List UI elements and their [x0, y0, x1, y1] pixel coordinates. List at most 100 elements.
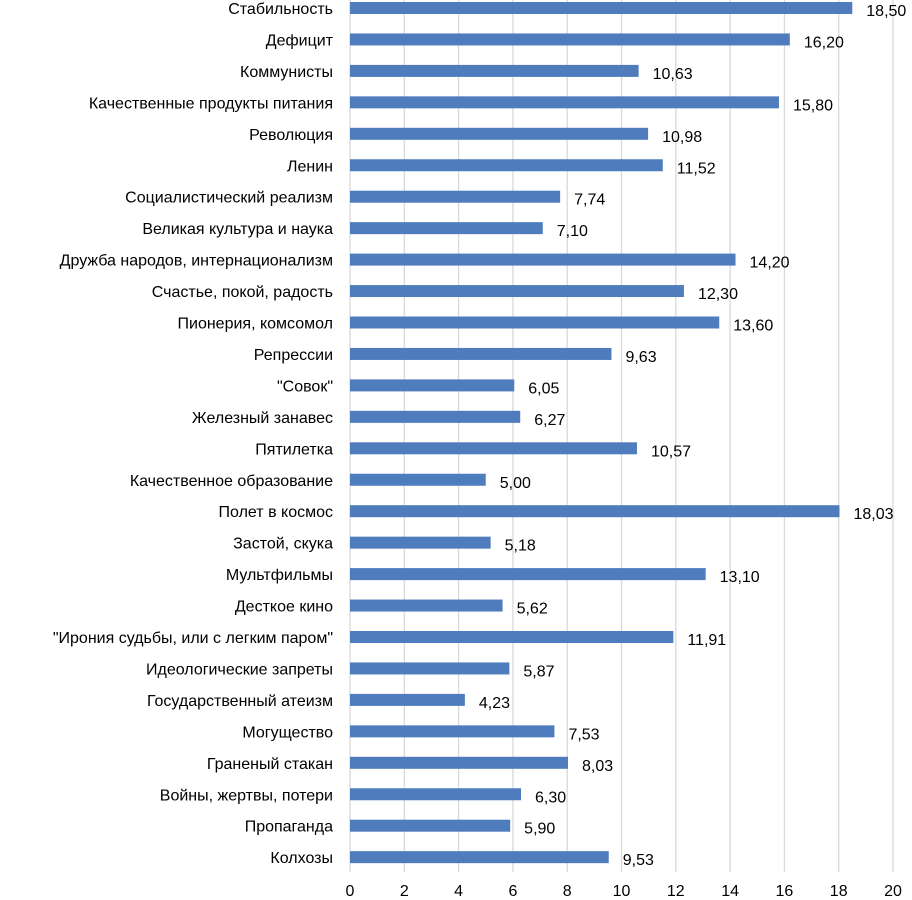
bar — [350, 756, 569, 769]
data-label: 18,50 — [866, 3, 906, 20]
bar — [350, 568, 706, 581]
x-axis-tick-labels: 0 2 4 6 8 10 12 14 16 18 20 — [346, 883, 902, 900]
data-label: 6,05 — [528, 380, 559, 397]
category-label: Стабильность — [228, 1, 333, 18]
bar — [350, 442, 637, 455]
category-label: Пятилетка — [255, 441, 333, 458]
category-label: Дружба народов, интернационализм — [60, 253, 333, 270]
bar — [350, 819, 511, 832]
category-label: Ленин — [287, 158, 333, 175]
category-label: Качественное образование — [130, 473, 333, 490]
data-label: 10,63 — [653, 66, 693, 83]
data-label: 10,98 — [662, 129, 702, 146]
bar — [350, 316, 720, 329]
data-label: 14,20 — [750, 255, 790, 272]
data-label: 10,57 — [651, 443, 691, 460]
data-label: 5,87 — [523, 663, 554, 680]
category-label: Мультфильмы — [226, 567, 333, 584]
data-label: 8,03 — [582, 758, 613, 775]
data-label: 7,53 — [568, 726, 599, 743]
bar — [350, 851, 609, 864]
data-label: 13,60 — [733, 318, 773, 335]
bars — [350, 2, 853, 864]
category-label: Качественные продукты питания — [89, 95, 333, 112]
bar — [350, 631, 674, 643]
value-labels: 18,50 16,20 10,63 15,80 10,98 11,52 7,74 7,10 14… — [479, 3, 907, 869]
x-tick-label: 0 — [346, 883, 355, 900]
bar — [350, 599, 503, 612]
data-label: 6,30 — [535, 789, 566, 806]
category-label: Колхозы — [270, 850, 333, 867]
category-label: Застой, скука — [233, 536, 333, 553]
bar — [350, 693, 465, 706]
x-tick-label: 8 — [563, 883, 572, 900]
bar — [350, 33, 790, 46]
bar — [350, 127, 649, 140]
x-tick-label: 14 — [721, 883, 739, 900]
x-tick-label: 18 — [830, 883, 848, 900]
bar — [350, 96, 779, 109]
x-tick-label: 12 — [667, 883, 685, 900]
data-label: 6,27 — [534, 412, 565, 429]
bar — [350, 662, 510, 675]
x-tick-label: 16 — [776, 883, 794, 900]
x-tick-label: 6 — [508, 883, 517, 900]
category-label: Революция — [249, 127, 333, 144]
category-label: "Совок" — [277, 378, 333, 395]
category-label: Репрессии — [254, 347, 333, 364]
bar — [350, 253, 736, 266]
bar — [350, 2, 853, 14]
category-label: Дефицит — [266, 32, 334, 49]
bar — [350, 473, 486, 486]
category-label: Полет в космос — [219, 504, 333, 521]
category-label: Десткое кино — [235, 599, 333, 616]
category-labels: Стабильность Дефицит Коммунисты Качественны… — [53, 1, 334, 867]
category-label: Пропаганда — [245, 819, 333, 836]
data-label: 12,30 — [698, 286, 738, 303]
category-label: Могущество — [242, 724, 333, 741]
category-label: Идеологические запреты — [146, 661, 333, 678]
bar — [350, 64, 639, 77]
bar — [350, 159, 663, 172]
bar — [350, 190, 561, 203]
data-label: 5,00 — [500, 475, 531, 492]
data-label: 7,10 — [557, 223, 588, 240]
data-label: 9,63 — [625, 349, 656, 366]
category-label: Железный занавес — [192, 410, 333, 427]
bar — [350, 788, 522, 801]
data-label: 5,18 — [505, 538, 536, 555]
bar — [350, 285, 684, 298]
category-label: Великая культура и наука — [142, 221, 333, 238]
data-label: 13,10 — [720, 569, 760, 586]
bar — [350, 725, 555, 738]
category-label: Пионерия, комсомол — [178, 316, 334, 333]
x-tick-label: 10 — [613, 883, 631, 900]
bar — [350, 222, 543, 235]
x-tick-label: 4 — [454, 883, 463, 900]
data-label: 5,62 — [517, 601, 548, 618]
category-label: Социалистический реализм — [125, 190, 333, 207]
category-label: "Ирония судьбы, или с легким паром" — [53, 630, 333, 647]
bar — [350, 347, 612, 360]
data-label: 11,91 — [687, 632, 726, 649]
data-label: 15,80 — [793, 97, 833, 114]
bar — [350, 379, 515, 392]
bar — [350, 505, 840, 518]
bar — [350, 536, 491, 549]
category-label: Граненый стакан — [207, 756, 333, 773]
data-label: 7,74 — [574, 192, 605, 209]
data-label: 18,03 — [854, 506, 894, 523]
data-label: 16,20 — [804, 34, 844, 51]
data-label: 4,23 — [479, 695, 510, 712]
category-label: Государственный атеизм — [147, 693, 333, 710]
category-label: Войны, жертвы, потери — [160, 787, 333, 804]
data-label: 5,90 — [524, 821, 555, 838]
x-tick-label: 2 — [400, 883, 409, 900]
bar — [350, 410, 521, 423]
category-label: Коммунисты — [240, 64, 333, 81]
data-label: 11,52 — [677, 160, 716, 177]
data-label: 9,53 — [623, 852, 654, 869]
gridlines — [349, 0, 894, 872]
category-label: Счастье, покой, радость — [152, 284, 333, 301]
